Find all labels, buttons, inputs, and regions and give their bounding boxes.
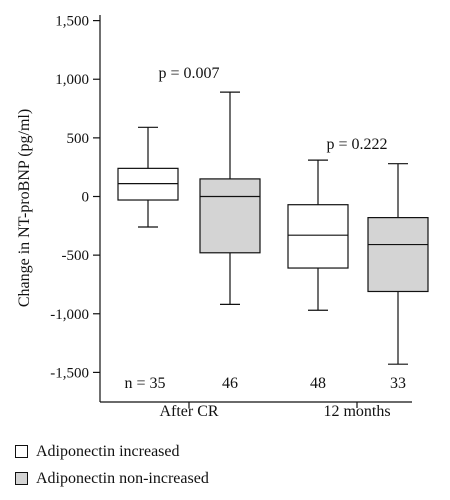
x-category-label: 12 months	[323, 403, 390, 420]
n-label: 33	[390, 375, 406, 392]
box-1-0: 46	[199, 91, 261, 392]
legend-label-increased: Adiponectin increased	[36, 442, 180, 460]
y-tick-label: -1,500	[50, 365, 89, 381]
y-tick-label: 1,000	[55, 72, 89, 88]
boxes: n = 35 48 46 33	[117, 91, 429, 392]
box-0-0: n = 35	[117, 126, 179, 392]
y-tick-label: 1,500	[55, 14, 89, 30]
legend-item-increased: Adiponectin increased	[15, 438, 209, 465]
n-label: n = 35	[124, 375, 165, 392]
box-iqr	[199, 178, 261, 254]
legend-swatch-grey	[15, 472, 28, 485]
legend-item-non-increased: Adiponectin non-increased	[15, 465, 209, 492]
x-category-label: After CR	[159, 403, 218, 420]
annotations: p = 0.007 p = 0.222	[158, 65, 387, 153]
legend-swatch-white	[15, 445, 28, 458]
box-iqr	[287, 204, 349, 269]
legend-label-non-increased: Adiponectin non-increased	[36, 469, 209, 487]
y-tick-label: 500	[67, 131, 90, 147]
y-tick-label: -1,000	[50, 307, 89, 323]
box-0-1: 48	[287, 159, 349, 392]
y-tick-label: 0	[82, 190, 90, 206]
y-ticks: 1,500 1,000 500 0 -500 -1,000 -1,500	[50, 14, 100, 381]
y-axis-label: Change in NT-proBNP (pg/ml)	[16, 109, 33, 307]
p-value-label: p = 0.007	[158, 65, 219, 82]
y-tick-label: -500	[62, 248, 90, 264]
n-label: 48	[310, 375, 326, 392]
box-1-1: 33	[367, 163, 429, 392]
box-iqr	[367, 217, 429, 293]
p-value-label: p = 0.222	[326, 136, 387, 153]
n-label: 46	[222, 375, 238, 392]
legend: Adiponectin increased Adiponectin non-in…	[15, 438, 209, 492]
axes: After CR 12 months	[99, 15, 412, 420]
